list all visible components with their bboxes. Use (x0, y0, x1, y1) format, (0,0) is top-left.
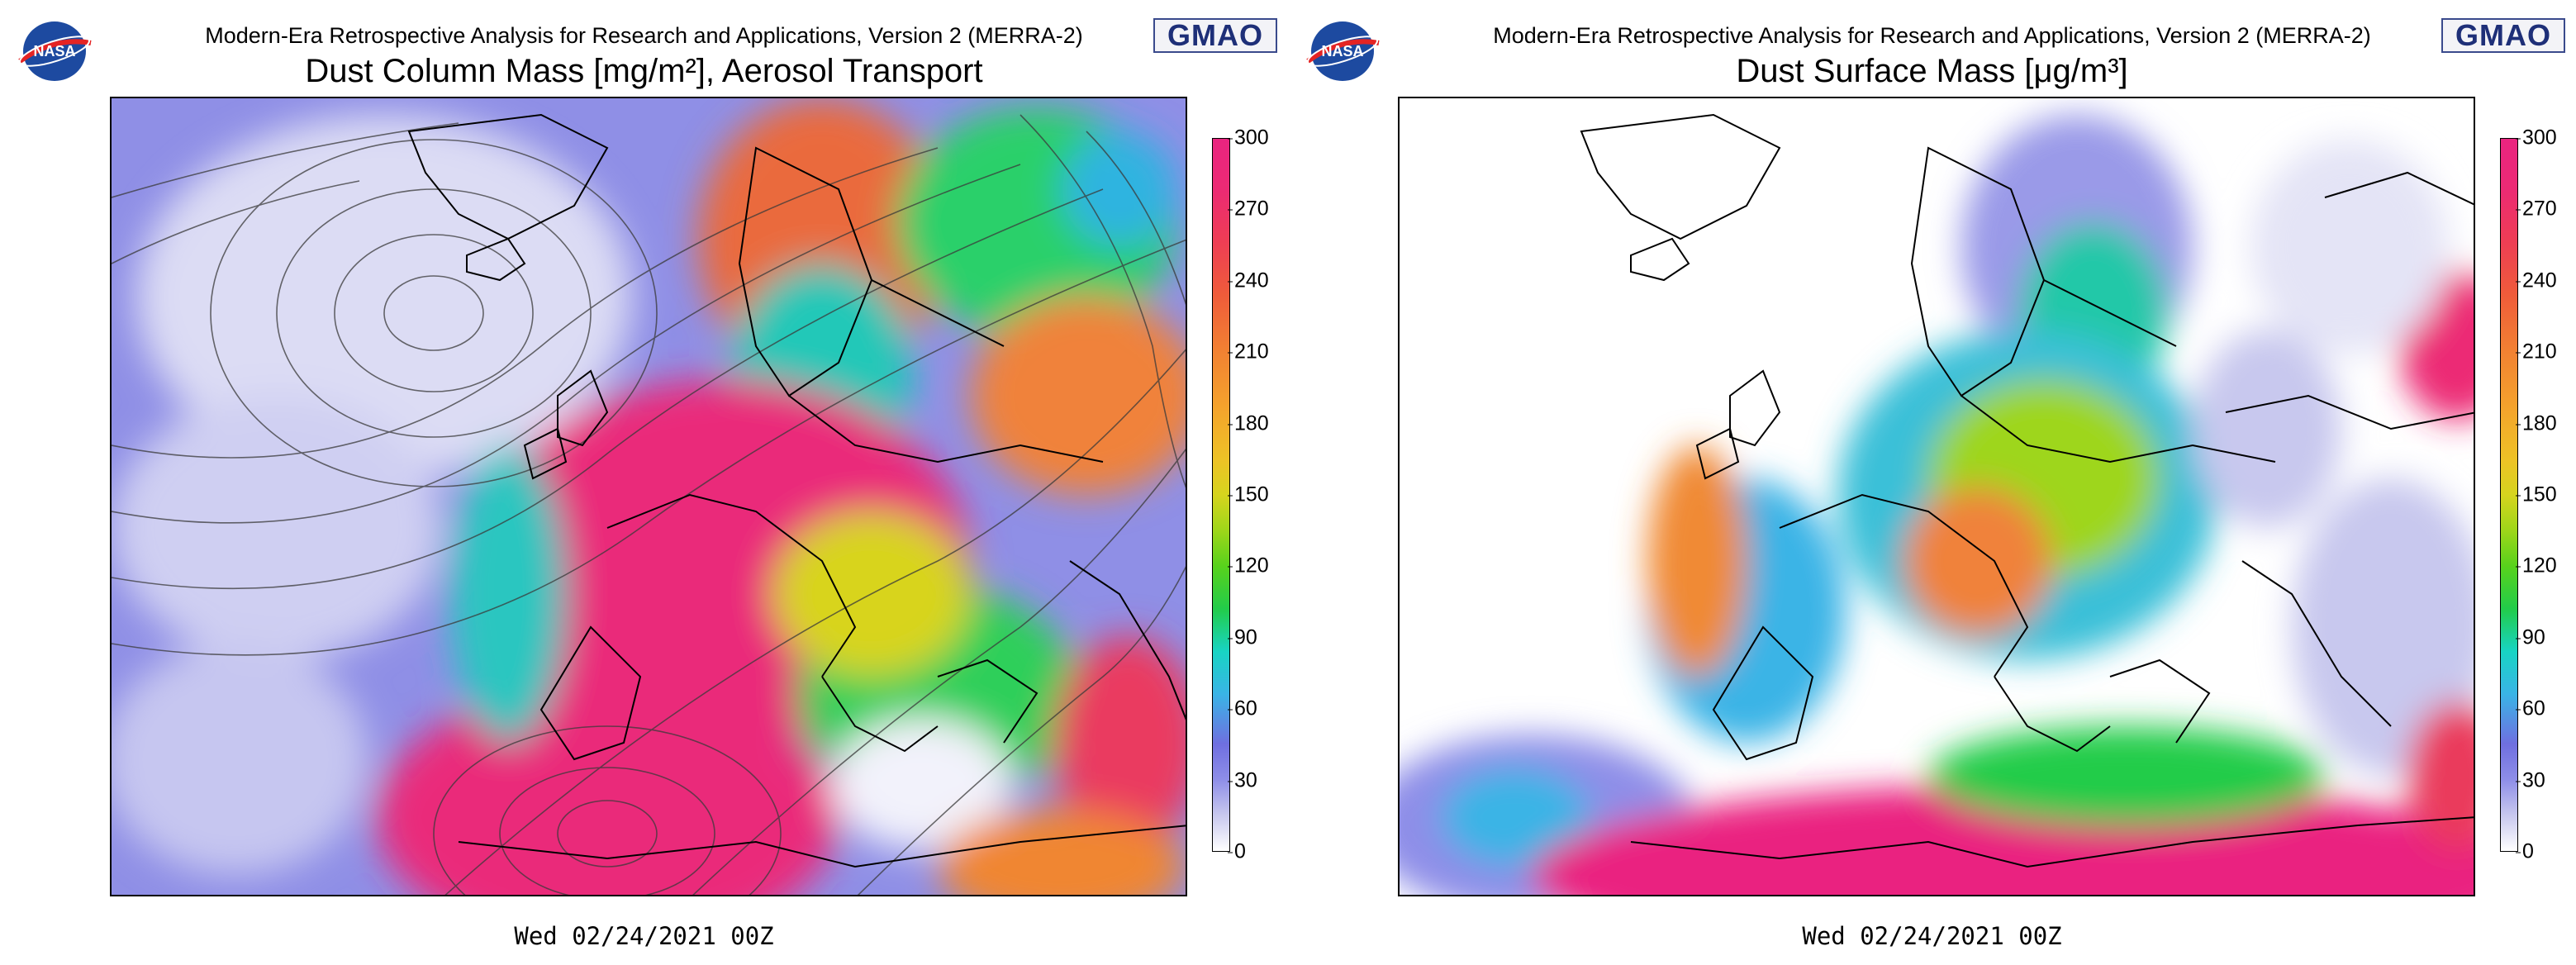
colorbar-tick-label: 270 (1228, 197, 1269, 221)
colorbar-tick-label: 150 (1228, 483, 1269, 506)
colorbar-tick-label: 120 (1228, 554, 1269, 578)
colorbar-tick-label: 0 (2516, 839, 2534, 863)
colorbar-tick-label: 270 (2516, 197, 2557, 221)
colorbar-tick-label: 180 (2516, 411, 2557, 435)
dataset-subtitle: Modern-Era Retrospective Analysis for Re… (205, 23, 1083, 48)
colorbar-tick-label: 30 (2516, 768, 2545, 792)
colorbar-tick-label: 210 (2516, 340, 2557, 364)
nasa-logo: NASA (1306, 21, 1380, 81)
colorbar-tick-label: 300 (2516, 126, 2557, 150)
colorbar-tick-label: 60 (2516, 696, 2545, 720)
colorbar-tick-label: 90 (2516, 625, 2545, 649)
nasa-logo-text: NASA (33, 43, 75, 59)
colorbar-tick-label: 300 (1228, 126, 1269, 150)
colorbar-tick-label: 120 (2516, 554, 2557, 578)
valid-time-label: Wed 02/24/2021 00Z (1802, 922, 2062, 950)
colorbar-tick-label: 60 (1228, 696, 1257, 720)
colorbar-tick-label: 0 (1228, 839, 1246, 863)
colorbar-tick-label: 180 (1228, 411, 1269, 435)
colorbar-tick-label: 150 (2516, 483, 2557, 506)
valid-time-label: Wed 02/24/2021 00Z (514, 922, 774, 950)
dust-surface-mass-panel: NASA Modern-Era Retrospective Analysis f… (1288, 0, 2576, 965)
colorbar-tick-label: 240 (1228, 269, 1269, 292)
colorbar-tick-label: 90 (1228, 625, 1257, 649)
colorbar-tick-label: 30 (1228, 768, 1257, 792)
gmao-logo: GMAO (2441, 18, 2565, 53)
dust-column-mass-panel: NASA Modern-Era Retrospective Analysis f… (18, 18, 1277, 950)
dust-column-map (110, 97, 1187, 896)
dataset-subtitle: Modern-Era Retrospective Analysis for Re… (1493, 23, 2371, 48)
panel-title: Dust Column Mass [mg/m²], Aerosol Transp… (305, 53, 983, 89)
nasa-logo: NASA (18, 21, 92, 81)
panel-title: Dust Surface Mass [μg/m³] (1736, 53, 2128, 89)
colorbar-tick-label: 240 (2516, 269, 2557, 292)
colorbar-tick-label: 210 (1228, 340, 1269, 364)
nasa-logo-text: NASA (1321, 43, 1363, 59)
gmao-logo: GMAO (1153, 18, 1277, 53)
dust-surface-map (1398, 97, 2475, 896)
